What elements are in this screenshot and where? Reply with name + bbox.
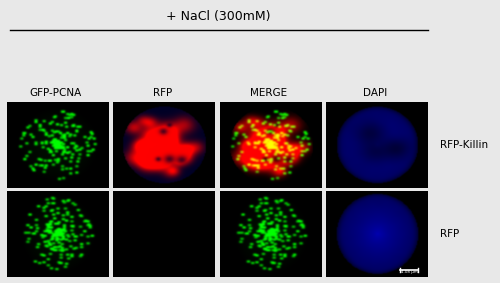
Text: GFP-PCNA: GFP-PCNA: [30, 88, 82, 98]
Text: RFP: RFP: [440, 229, 459, 239]
Text: MERGE: MERGE: [250, 88, 287, 98]
Text: RFP: RFP: [152, 88, 172, 98]
Text: + NaCl (300mM): + NaCl (300mM): [166, 10, 271, 23]
Text: RFP-Killin: RFP-Killin: [440, 140, 488, 150]
Text: 4.08 μm: 4.08 μm: [400, 270, 417, 274]
Text: DAPI: DAPI: [362, 88, 387, 98]
